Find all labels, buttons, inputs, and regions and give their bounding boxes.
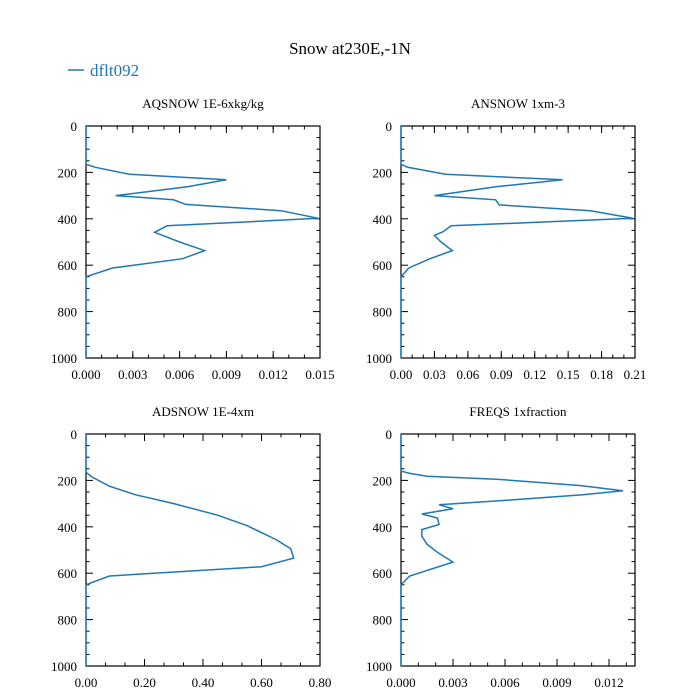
y-tick-label: 1000 <box>51 351 77 366</box>
subplot-title: ANSNOW 1xm-3 <box>471 96 565 111</box>
x-tick-label: 0.60 <box>250 675 273 690</box>
y-tick-label: 200 <box>373 165 393 180</box>
series-line-dflt092 <box>400 434 623 666</box>
y-tick-label: 800 <box>373 305 393 320</box>
x-tick-label: 0.012 <box>259 367 288 382</box>
y-tick-label: 1000 <box>51 659 77 674</box>
x-tick-label: 0.00 <box>75 675 98 690</box>
x-tick-label: 0.09 <box>490 367 513 382</box>
x-tick-label: 0.06 <box>456 367 479 382</box>
y-tick-label: 200 <box>58 165 78 180</box>
x-tick-label: 0.03 <box>423 367 446 382</box>
x-tick-label: 0.40 <box>192 675 215 690</box>
y-tick-label: 1000 <box>366 351 392 366</box>
plot-frame <box>400 125 636 359</box>
x-tick-label: 0.009 <box>212 367 241 382</box>
y-tick-label: 400 <box>373 212 393 227</box>
y-tick-label: 600 <box>58 258 78 273</box>
x-tick-label: 0.015 <box>305 367 334 382</box>
figure-title: Snow at230E,-1N <box>289 39 411 58</box>
y-tick-label: 600 <box>373 258 393 273</box>
legend-label: dflt092 <box>90 61 139 80</box>
y-tick-label: 400 <box>58 520 78 535</box>
y-tick-label: 600 <box>58 566 78 581</box>
y-tick-label: 200 <box>373 473 393 488</box>
y-tick-label: 600 <box>373 566 393 581</box>
y-tick-label: 0 <box>386 119 393 134</box>
x-tick-label: 0.003 <box>438 675 467 690</box>
y-tick-label: 0 <box>386 427 393 442</box>
x-tick-label: 0.012 <box>594 675 623 690</box>
y-tick-label: 0 <box>71 427 78 442</box>
x-tick-label: 0.003 <box>118 367 147 382</box>
plot-frame <box>85 433 321 667</box>
y-tick-label: 1000 <box>366 659 392 674</box>
plot-frame <box>400 433 636 667</box>
series-line-dflt092 <box>400 126 633 358</box>
plot-frame <box>85 125 321 359</box>
x-tick-label: 0.00 <box>390 367 413 382</box>
x-tick-label: 0.009 <box>542 675 571 690</box>
y-tick-label: 800 <box>58 305 78 320</box>
subplot-title: AQSNOW 1E-6xkg/kg <box>142 96 264 111</box>
y-tick-label: 400 <box>373 520 393 535</box>
x-tick-label: 0.20 <box>133 675 156 690</box>
x-tick-label: 0.006 <box>490 675 520 690</box>
x-tick-label: 0.000 <box>71 367 100 382</box>
y-tick-label: 400 <box>58 212 78 227</box>
x-tick-label: 0.80 <box>309 675 332 690</box>
x-tick-label: 0.000 <box>386 675 415 690</box>
y-tick-label: 200 <box>58 473 78 488</box>
x-tick-label: 0.006 <box>165 367 195 382</box>
y-tick-label: 800 <box>58 613 78 628</box>
series-line-dflt092 <box>85 434 295 666</box>
x-tick-label: 0.18 <box>590 367 613 382</box>
y-tick-label: 800 <box>373 613 393 628</box>
x-tick-label: 0.15 <box>557 367 580 382</box>
subplot-title: FREQS 1xfraction <box>469 404 567 419</box>
x-tick-label: 0.12 <box>523 367 546 382</box>
subplot-title: ADSNOW 1E-4xm <box>152 404 254 419</box>
x-tick-label: 0.21 <box>624 367 647 382</box>
series-line-dflt092 <box>85 126 319 358</box>
y-tick-label: 0 <box>71 119 78 134</box>
